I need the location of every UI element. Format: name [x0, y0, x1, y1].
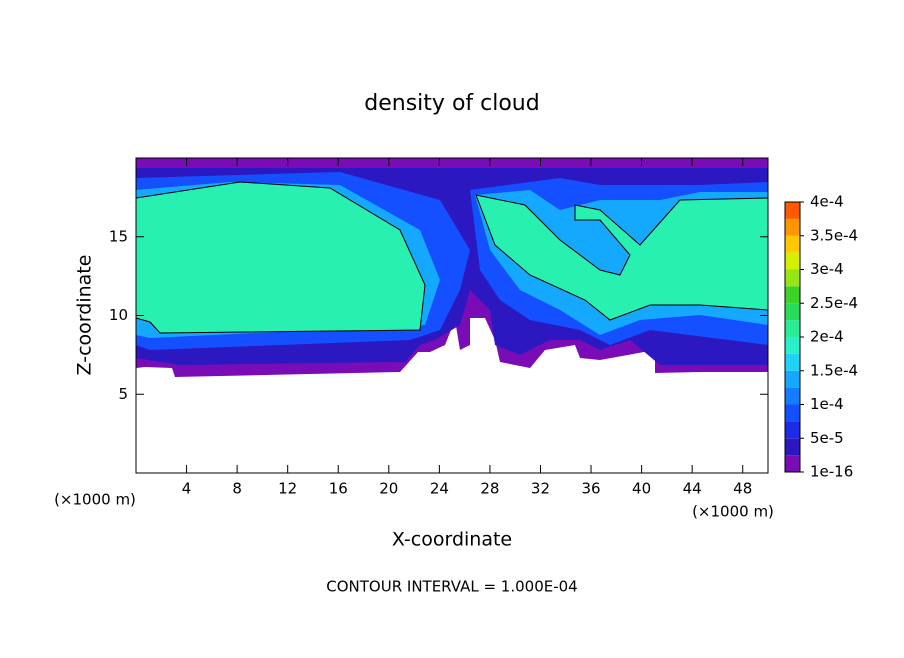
x-tick-label: 40 [632, 480, 651, 498]
colorbar-band [785, 252, 800, 270]
x-tick-label: 36 [581, 480, 600, 498]
colorbar-band [785, 404, 800, 422]
colorbar-band [785, 387, 800, 405]
x-tick-label: 48 [733, 480, 752, 498]
colorbar-band [785, 353, 800, 371]
colorbar-tick-label: 4e-4 [810, 193, 844, 211]
colorbar-band [785, 455, 800, 472]
contour-line [135, 181, 769, 334]
y-tick-label: 10 [109, 306, 128, 324]
colorbar-tick-label: 1.5e-4 [810, 361, 858, 379]
colorbar-band [785, 202, 800, 219]
x-tick-label: 44 [683, 480, 702, 498]
y-tick-label: 5 [118, 385, 128, 403]
y-unit-label: (×1000 m) [54, 491, 136, 509]
colorbar-band [785, 337, 800, 354]
colorbar-tick-label: 2e-4 [810, 328, 844, 346]
colorbar-band [785, 269, 800, 287]
colorbar-tick-label: 1e-4 [810, 395, 844, 413]
y-tick-label: 15 [109, 227, 128, 245]
colorbar-band [785, 286, 800, 304]
x-tick-label: 20 [379, 480, 398, 498]
contour-field [135, 158, 769, 377]
colorbar-band [785, 320, 800, 337]
colorbar-band [785, 218, 800, 236]
y-axis-label: Z-coordinate [74, 255, 96, 376]
colorbar-tick-label: 3e-4 [810, 260, 844, 278]
colorbar-tick-label: 1e-16 [810, 463, 853, 481]
x-tick-label: 8 [232, 480, 242, 498]
x-tick-label: 12 [278, 480, 297, 498]
chart-title: density of cloud [364, 91, 539, 116]
x-unit-label: (×1000 m) [692, 503, 774, 521]
colorbar-band [785, 303, 800, 321]
colorbar-band [785, 370, 800, 388]
colorbar-tick-label: 3.5e-4 [810, 226, 858, 244]
x-axis-label: X-coordinate [392, 529, 512, 551]
x-tick-label: 32 [531, 480, 550, 498]
colorbar-tick-label: 5e-5 [810, 429, 844, 447]
colorbar-band [785, 421, 800, 439]
colorbar-band [785, 438, 800, 456]
x-tick-label: 4 [182, 480, 192, 498]
field-aqua [136, 182, 768, 333]
x-tick-label: 16 [329, 480, 348, 498]
colorbar-tick-label: 2.5e-4 [810, 294, 858, 312]
x-tick-label: 28 [480, 480, 499, 498]
colorbar-band [785, 235, 800, 253]
x-tick-label: 24 [430, 480, 449, 498]
annotation: CONTOUR INTERVAL = 1.000E-04 [326, 578, 577, 596]
